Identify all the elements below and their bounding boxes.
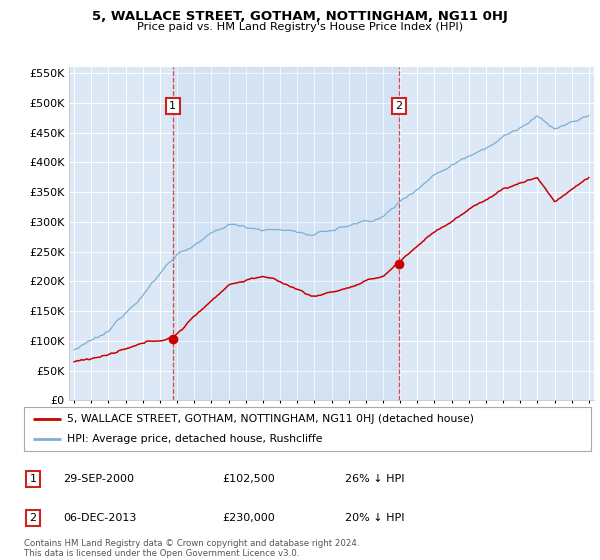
Text: 1: 1 bbox=[169, 101, 176, 111]
Bar bbox=[173, 67, 399, 400]
Text: 5, WALLACE STREET, GOTHAM, NOTTINGHAM, NG11 0HJ: 5, WALLACE STREET, GOTHAM, NOTTINGHAM, N… bbox=[92, 10, 508, 23]
Text: 20% ↓ HPI: 20% ↓ HPI bbox=[345, 513, 404, 523]
Text: £102,500: £102,500 bbox=[222, 474, 275, 484]
Text: £230,000: £230,000 bbox=[222, 513, 275, 523]
Text: 5, WALLACE STREET, GOTHAM, NOTTINGHAM, NG11 0HJ (detached house): 5, WALLACE STREET, GOTHAM, NOTTINGHAM, N… bbox=[67, 414, 473, 424]
Text: 2: 2 bbox=[395, 101, 403, 111]
Text: Contains HM Land Registry data © Crown copyright and database right 2024.
This d: Contains HM Land Registry data © Crown c… bbox=[24, 539, 359, 558]
Text: HPI: Average price, detached house, Rushcliffe: HPI: Average price, detached house, Rush… bbox=[67, 434, 322, 444]
Text: 06-DEC-2013: 06-DEC-2013 bbox=[63, 513, 136, 523]
Text: 2: 2 bbox=[29, 513, 37, 523]
Text: 29-SEP-2000: 29-SEP-2000 bbox=[63, 474, 134, 484]
Text: 26% ↓ HPI: 26% ↓ HPI bbox=[345, 474, 404, 484]
Text: 1: 1 bbox=[29, 474, 37, 484]
Text: Price paid vs. HM Land Registry's House Price Index (HPI): Price paid vs. HM Land Registry's House … bbox=[137, 22, 463, 32]
